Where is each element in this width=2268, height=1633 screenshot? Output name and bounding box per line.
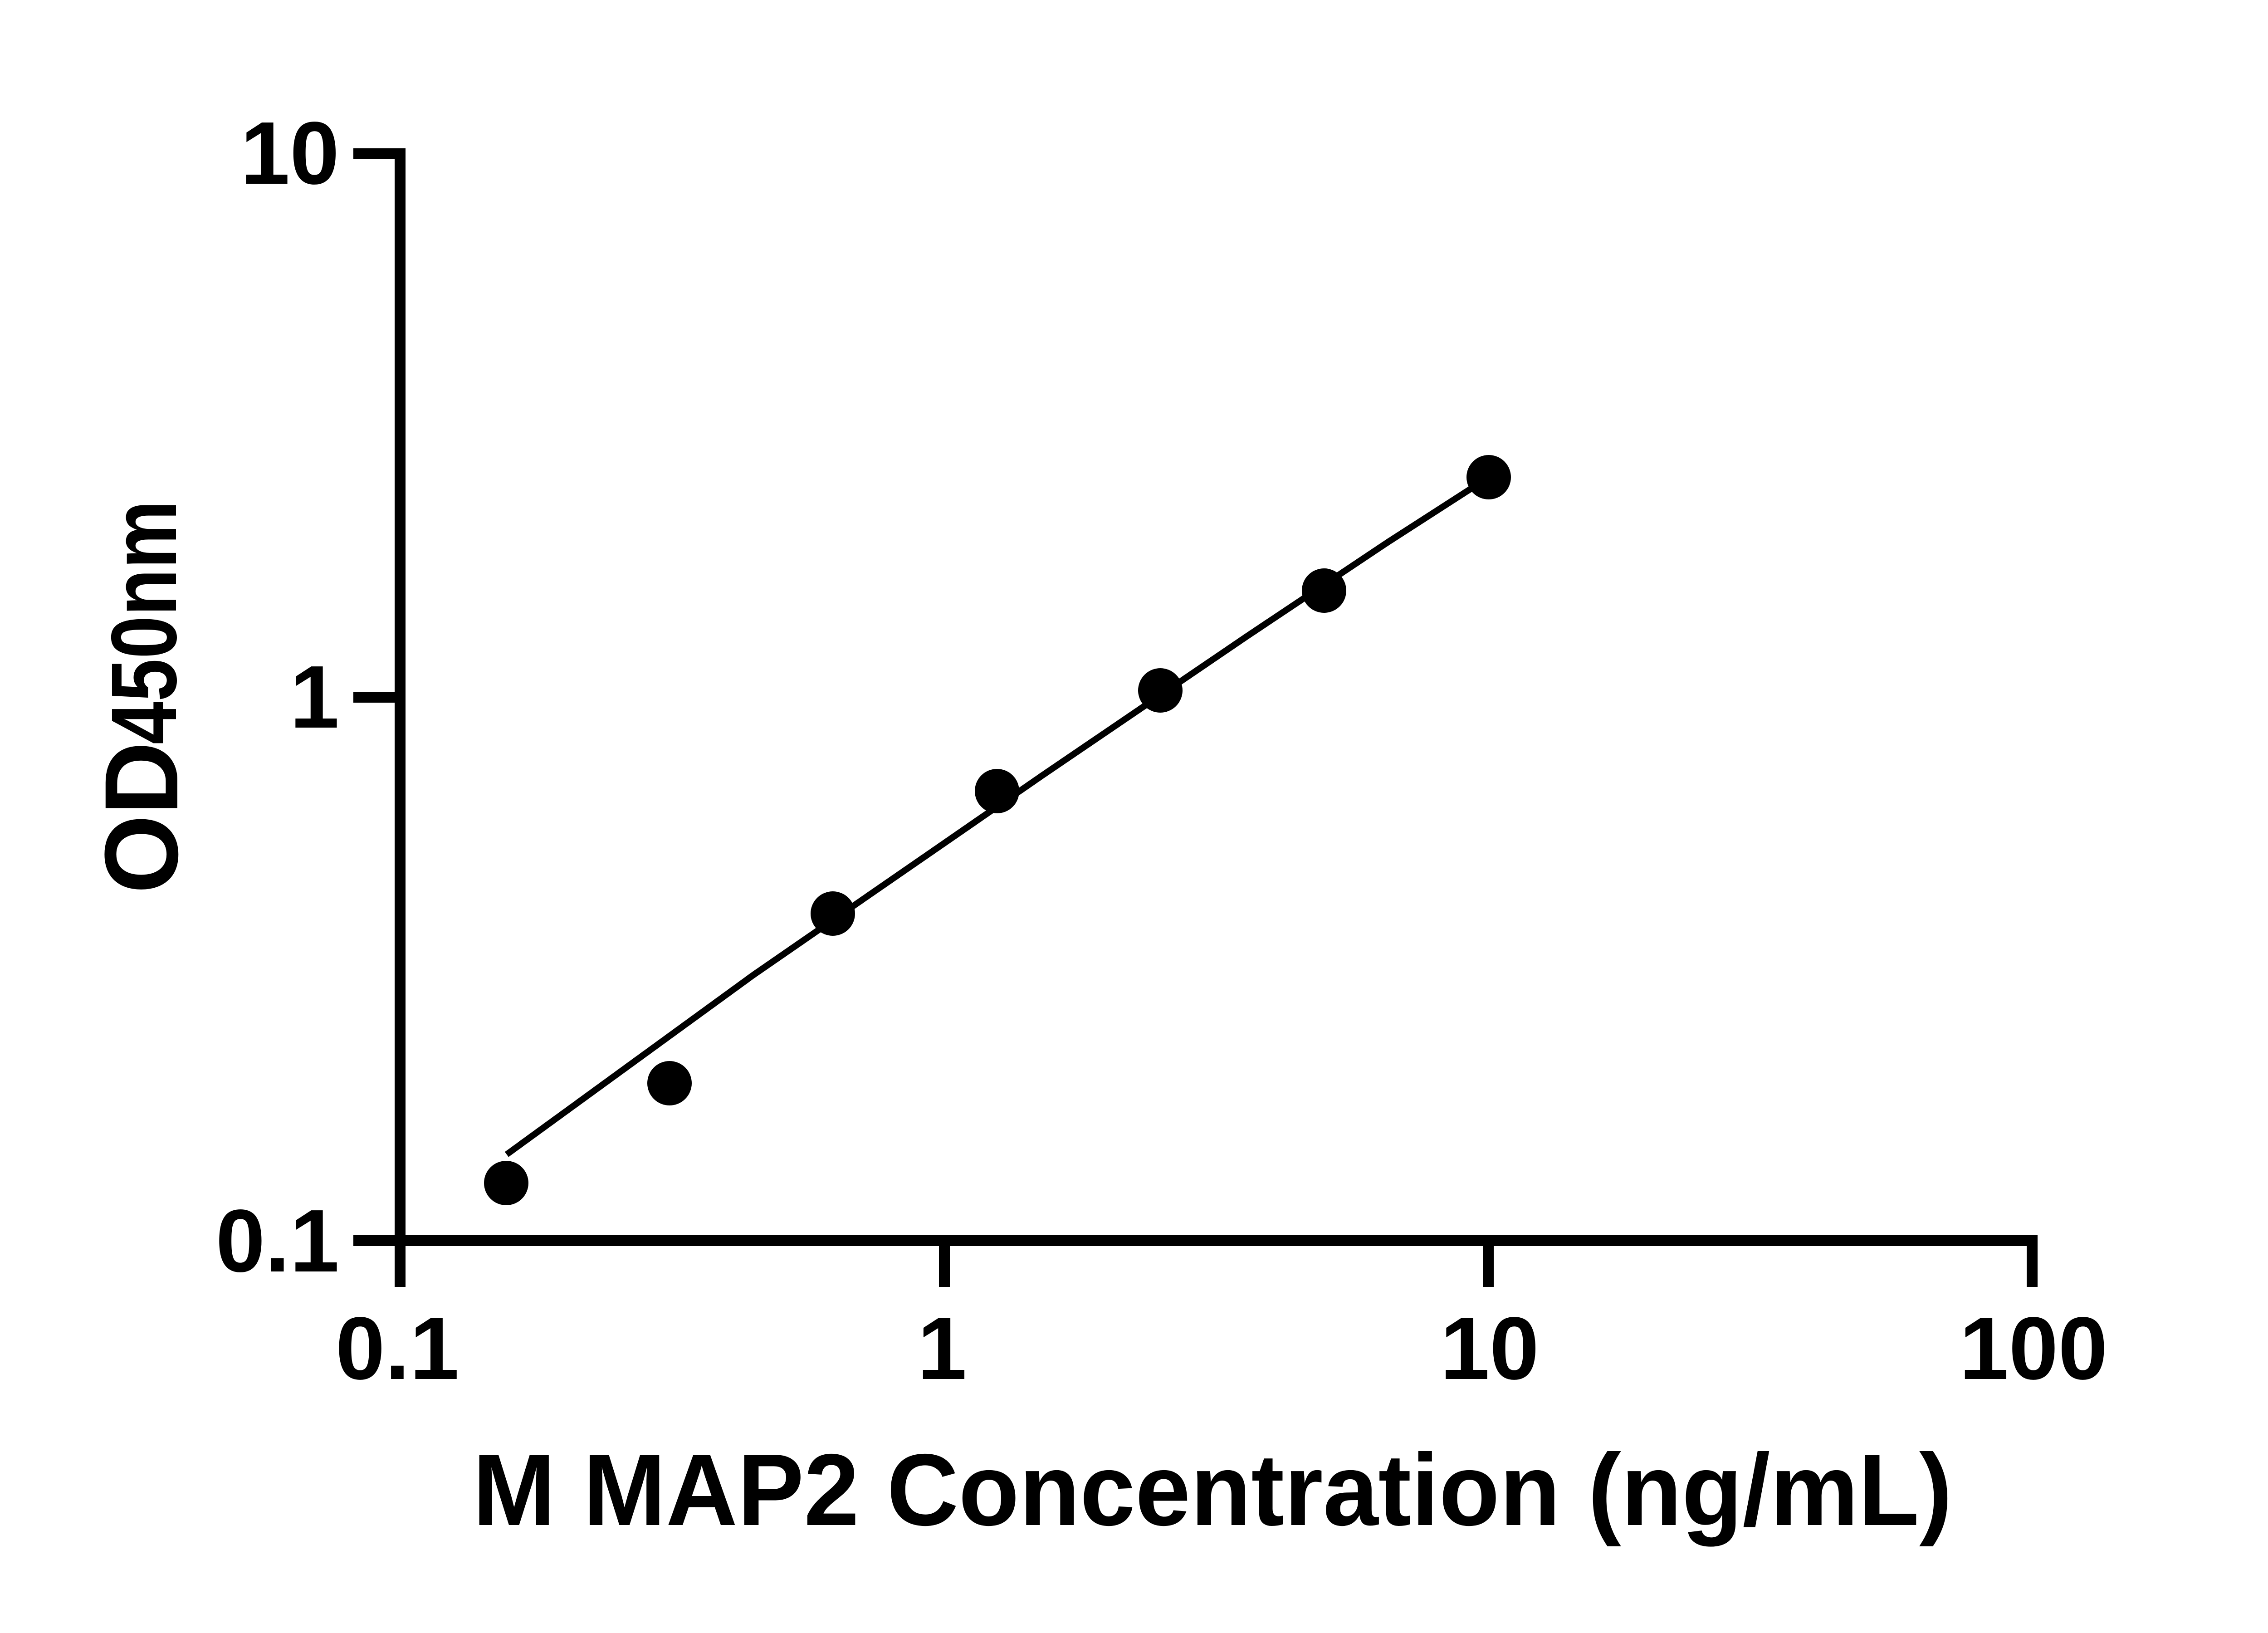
svg-text:10: 10 <box>240 103 339 203</box>
svg-text:0.1: 0.1 <box>336 1299 459 1398</box>
svg-text:M MAP2 Concentration (ng/mL): M MAP2 Concentration (ng/mL) <box>473 1433 1952 1547</box>
svg-text:10: 10 <box>1440 1299 1539 1398</box>
svg-text:OD: OD <box>83 742 200 894</box>
svg-text:1: 1 <box>290 647 339 747</box>
svg-text:0.1: 0.1 <box>216 1191 339 1291</box>
svg-text:100: 100 <box>1959 1299 2107 1398</box>
svg-text:1: 1 <box>917 1299 967 1398</box>
svg-text:450nm: 450nm <box>92 500 196 744</box>
